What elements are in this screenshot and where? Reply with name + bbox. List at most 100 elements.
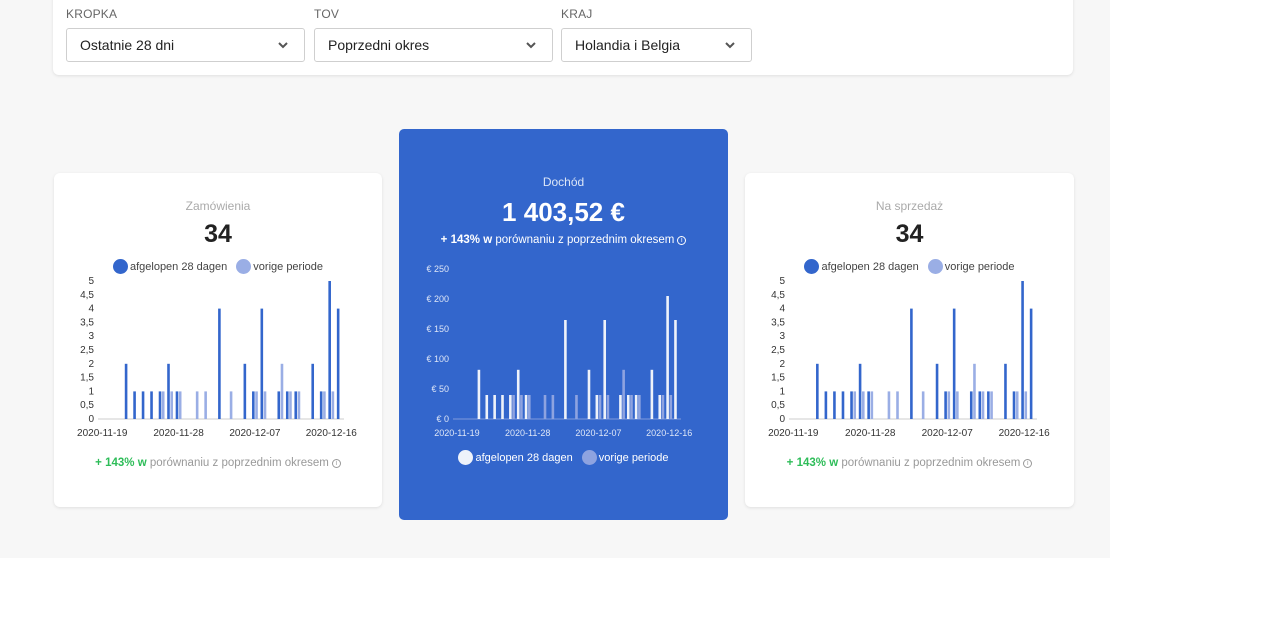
bar-current bbox=[858, 363, 862, 419]
bar-current bbox=[634, 395, 638, 419]
bar-current bbox=[175, 391, 179, 419]
bar-previous bbox=[853, 391, 857, 419]
bar-previous bbox=[956, 391, 959, 419]
legend-label-current: afgelopen 28 dagen bbox=[821, 261, 919, 273]
period-select[interactable]: Ostatnie 28 dni bbox=[66, 28, 305, 62]
bar-current bbox=[841, 391, 845, 419]
on-sale-value: 34 bbox=[895, 220, 924, 248]
info-icon[interactable]: i bbox=[677, 236, 687, 245]
y-tick-label: 3 bbox=[88, 331, 94, 342]
on-sale-legend: afgelopen 28 dagen vorige periode bbox=[745, 259, 1074, 274]
revenue-compare: + 143% w porównaniu z poprzednim okresem… bbox=[399, 234, 728, 246]
bar-previous bbox=[896, 391, 899, 419]
y-tick-label: 2,5 bbox=[80, 345, 94, 356]
bar-current bbox=[516, 369, 520, 419]
legend-item-previous[interactable]: vorige periode bbox=[927, 259, 1015, 274]
x-tick-label: 2020-11-19 bbox=[77, 428, 128, 439]
bar-previous bbox=[973, 363, 976, 419]
info-icon[interactable]: i bbox=[331, 459, 341, 468]
y-tick-label: 2,5 bbox=[771, 345, 785, 356]
bar-current bbox=[524, 395, 528, 419]
legend-item-previous[interactable]: vorige periode bbox=[581, 450, 669, 465]
bar-current bbox=[158, 391, 162, 419]
period-select-value: Ostatnie 28 dni bbox=[80, 37, 175, 53]
bar-previous bbox=[947, 391, 951, 419]
bar-previous bbox=[551, 395, 555, 419]
bar-current bbox=[952, 308, 956, 419]
y-tick-label: € 0 bbox=[436, 414, 449, 424]
y-tick-label: 0,5 bbox=[771, 400, 785, 411]
bar-current bbox=[150, 391, 153, 419]
orders-legend: afgelopen 28 dagen vorige periode bbox=[54, 259, 382, 274]
bar-previous bbox=[870, 391, 874, 419]
y-tick-label: 3 bbox=[779, 331, 785, 342]
legend-dot-current bbox=[112, 259, 128, 274]
x-tick-label: 2020-11-28 bbox=[845, 428, 896, 439]
bar-current bbox=[311, 363, 315, 419]
x-tick-label: 2020-12-16 bbox=[999, 428, 1051, 439]
bar-previous bbox=[981, 391, 985, 419]
orders-title: Zamówienia bbox=[185, 199, 251, 213]
revenue-title: Dochód bbox=[542, 175, 585, 189]
bar-previous bbox=[178, 391, 182, 419]
x-tick-label: 2020-11-19 bbox=[434, 428, 479, 438]
bar-current bbox=[252, 391, 255, 419]
on-sale-chart: 0 0,5 1 1,5 2 2,5 3 3,5 4 4,5 5 2020-11-19 2020-11-2… bbox=[768, 276, 1051, 439]
chevron-down-icon bbox=[526, 42, 536, 49]
filter-label-period: KROPKA bbox=[66, 7, 118, 21]
filter-label-compare: TOV bbox=[314, 7, 340, 21]
on-sale-card: Na sprzedaż 34 afgelopen 28 dagen vorige… bbox=[745, 173, 1074, 507]
legend-label-current: afgelopen 28 dagen bbox=[129, 261, 228, 273]
x-tick-label: 2020-12-07 bbox=[229, 428, 281, 439]
bar-current bbox=[978, 391, 982, 419]
bar-previous bbox=[921, 391, 925, 419]
bar-previous bbox=[280, 363, 284, 419]
bar-current bbox=[666, 296, 669, 419]
bar-previous bbox=[289, 391, 292, 419]
y-tick-label: 3,5 bbox=[771, 317, 785, 328]
legend-label-previous: vorige periode bbox=[598, 452, 669, 464]
orders-compare-text: porównaniu z poprzednim okresem bbox=[149, 457, 329, 469]
filter-label-country: KRAJ bbox=[561, 7, 593, 21]
y-tick-label: 4,5 bbox=[80, 290, 94, 301]
bar-current bbox=[167, 363, 170, 419]
revenue-compare-text: porównaniu z poprzednim okresem bbox=[495, 234, 675, 246]
revenue-legend: afgelopen 28 dagen vorige periode bbox=[399, 450, 728, 465]
y-tick-label: 5 bbox=[88, 276, 94, 287]
x-tick-label: 2020-11-28 bbox=[505, 428, 550, 438]
filter-compare: TOV Poprzedni okres bbox=[314, 6, 553, 62]
legend-item-current[interactable]: afgelopen 28 dagen bbox=[458, 450, 573, 465]
legend-label-previous: vorige periode bbox=[253, 261, 324, 273]
legend-item-current[interactable]: afgelopen 28 dagen bbox=[804, 259, 919, 274]
legend-item-previous[interactable]: vorige periode bbox=[236, 259, 323, 274]
bar-current bbox=[944, 391, 947, 419]
bar-current bbox=[650, 369, 654, 419]
on-sale-compare: + 143% w porównaniu z poprzednim okresem… bbox=[745, 457, 1074, 469]
y-tick-label: 1,5 bbox=[80, 373, 94, 384]
info-icon[interactable]: i bbox=[1023, 459, 1033, 468]
y-tick-label: 1 bbox=[88, 386, 94, 397]
bar-current bbox=[509, 395, 512, 419]
bar-current bbox=[969, 391, 973, 419]
compare-select[interactable]: Poprzedni okres bbox=[314, 28, 553, 62]
bar-current bbox=[124, 363, 128, 419]
country-select[interactable]: Holandia i Belgia bbox=[561, 28, 752, 62]
bar-current bbox=[867, 391, 870, 419]
bar-previous bbox=[575, 395, 578, 419]
bar-previous bbox=[195, 391, 199, 419]
bar-current bbox=[935, 363, 939, 419]
bar-previous bbox=[598, 395, 602, 419]
y-tick-label: € 250 bbox=[426, 264, 449, 274]
legend-item-current[interactable]: afgelopen 28 dagen bbox=[112, 259, 228, 274]
bar-previous bbox=[887, 391, 891, 419]
revenue-value: 1 403,52 € bbox=[502, 197, 625, 227]
bar-current bbox=[595, 395, 599, 419]
bar-previous bbox=[204, 391, 207, 419]
revenue-card: Dochód 1 403,52 € + 143% w porównaniu z … bbox=[399, 129, 728, 520]
bar-current bbox=[816, 363, 819, 419]
bar-current bbox=[336, 308, 340, 419]
legend-label-current: afgelopen 28 dagen bbox=[475, 452, 573, 464]
bar-previous bbox=[630, 395, 633, 419]
legend-dot-previous bbox=[236, 259, 252, 274]
on-sale-title: Na sprzedaż bbox=[875, 199, 944, 213]
